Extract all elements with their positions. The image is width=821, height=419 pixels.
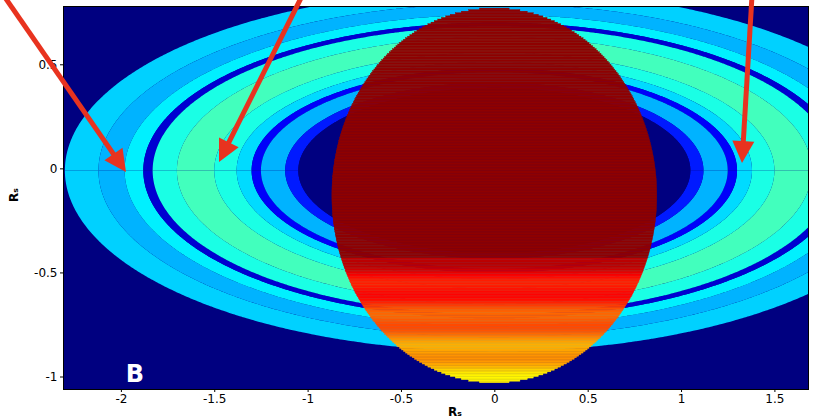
svg-text:0.5: 0.5 bbox=[579, 392, 598, 406]
svg-text:Rₛ: Rₛ bbox=[448, 405, 462, 419]
svg-text:1.5: 1.5 bbox=[765, 392, 784, 406]
svg-text:-0.5: -0.5 bbox=[390, 392, 413, 406]
svg-text:0: 0 bbox=[50, 162, 58, 176]
svg-text:-1.5: -1.5 bbox=[203, 392, 226, 406]
svg-text:1: 1 bbox=[678, 392, 686, 406]
svg-text:B: B bbox=[126, 360, 144, 388]
svg-text:0: 0 bbox=[491, 392, 499, 406]
svg-text:-2: -2 bbox=[115, 392, 127, 406]
svg-text:-1: -1 bbox=[46, 370, 58, 384]
svg-text:Rₛ: Rₛ bbox=[7, 188, 21, 202]
svg-text:-0.5: -0.5 bbox=[34, 266, 57, 280]
svg-text:0.5: 0.5 bbox=[38, 57, 58, 72]
svg-text:-1: -1 bbox=[302, 392, 314, 406]
